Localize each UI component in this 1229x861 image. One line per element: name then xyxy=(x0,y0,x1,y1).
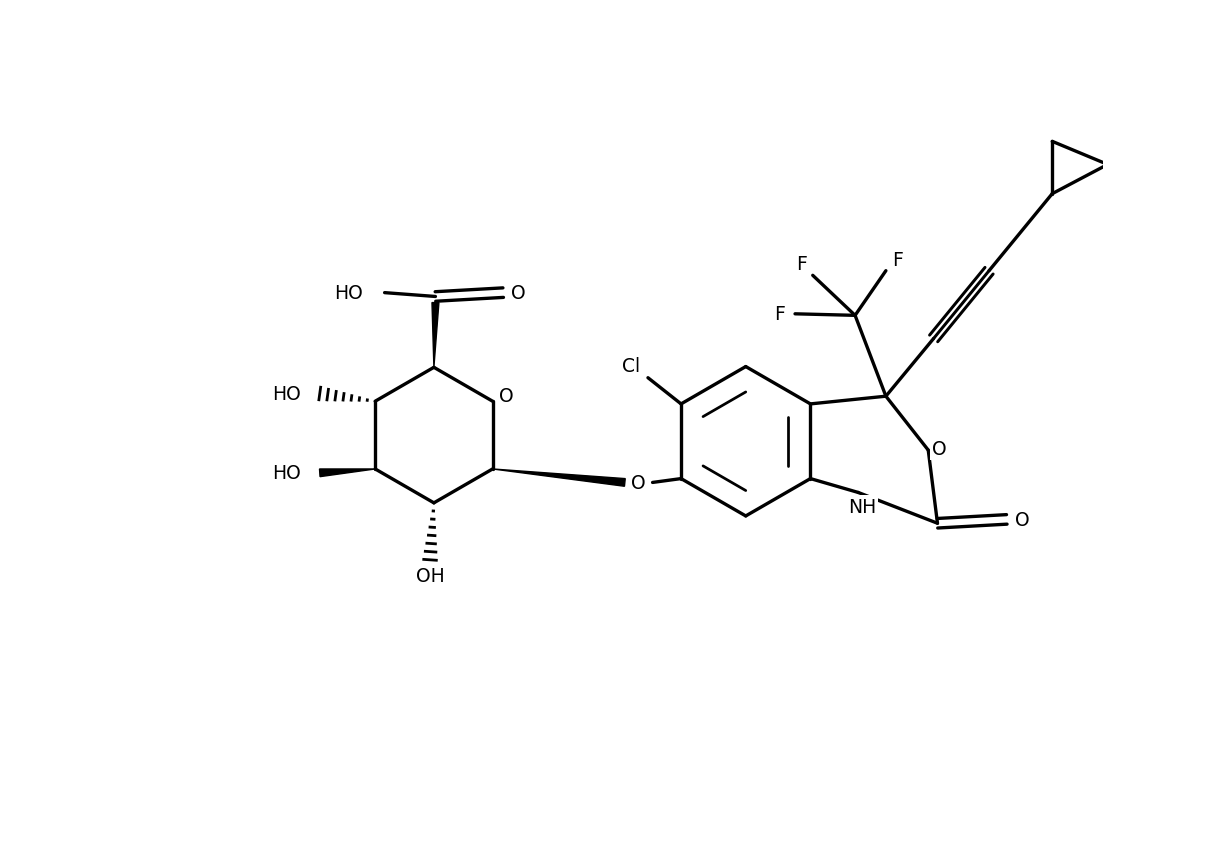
Text: F: F xyxy=(892,251,903,269)
Text: O: O xyxy=(630,474,645,492)
Text: Cl: Cl xyxy=(622,356,640,375)
Text: HO: HO xyxy=(334,284,363,303)
Polygon shape xyxy=(320,469,375,477)
Text: HO: HO xyxy=(273,385,301,404)
Text: NH: NH xyxy=(848,498,876,517)
Text: O: O xyxy=(1015,511,1030,530)
Polygon shape xyxy=(493,469,626,486)
Text: O: O xyxy=(499,386,514,405)
Text: F: F xyxy=(774,305,785,324)
Text: HO: HO xyxy=(273,464,301,483)
Text: O: O xyxy=(932,440,946,459)
Text: F: F xyxy=(796,255,807,274)
Polygon shape xyxy=(431,303,439,368)
Text: OH: OH xyxy=(415,567,445,585)
Text: O: O xyxy=(511,284,526,303)
